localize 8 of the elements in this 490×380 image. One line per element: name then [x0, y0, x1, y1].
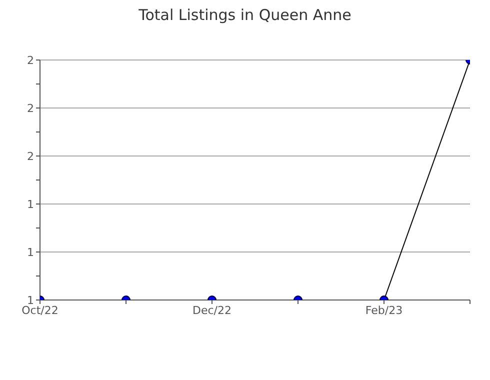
y-tick-label: 2: [27, 54, 34, 67]
y-tick-label: 2: [27, 150, 34, 163]
chart-title: Total Listings in Queen Anne: [138, 6, 352, 24]
y-tick-label: 2: [27, 102, 34, 115]
y-tick-label: 1: [27, 198, 34, 211]
y-tick-label: 1: [27, 246, 34, 259]
x-tick-label: Dec/22: [192, 304, 232, 317]
x-tick-label: Feb/23: [365, 304, 403, 317]
